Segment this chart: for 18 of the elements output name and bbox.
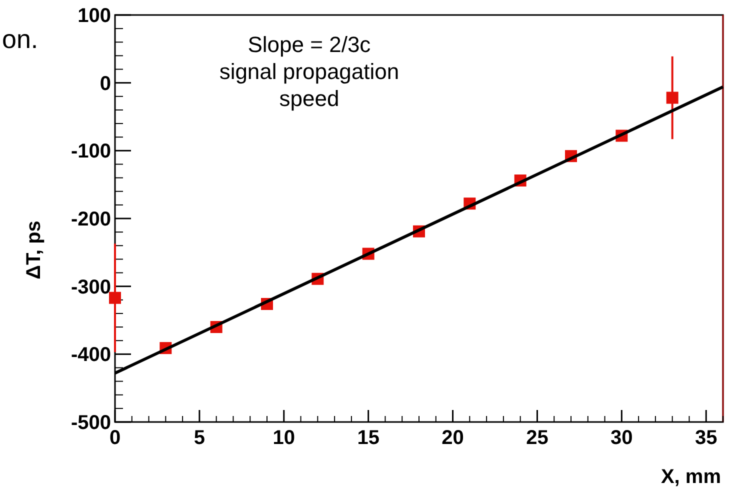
y-axis-title: ΔT, ps (23, 220, 45, 280)
x-tick-label: 15 (357, 427, 380, 449)
x-tick-label: 5 (194, 427, 206, 449)
x-tick-label: 30 (610, 427, 633, 449)
y-tick-label: 100 (78, 5, 111, 27)
y-tick-label: -300 (70, 276, 111, 298)
text: on. (2, 24, 38, 54)
x-tick-label: 10 (272, 427, 296, 449)
x-tick-label: 20 (442, 427, 464, 449)
y-tick-label: -400 (70, 344, 111, 366)
x-axis-title: X, mm (660, 466, 721, 488)
x-tick-label: 25 (526, 427, 548, 449)
y-tick-label: 0 (100, 72, 111, 95)
y-tick-label: -100 (70, 140, 111, 163)
y-tick-label: -500 (70, 412, 111, 434)
annotation: Slope = 2/3c signal propagation speed (219, 32, 400, 111)
y-tick-label: -200 (70, 208, 111, 230)
x-tick-label: 35 (694, 427, 718, 449)
